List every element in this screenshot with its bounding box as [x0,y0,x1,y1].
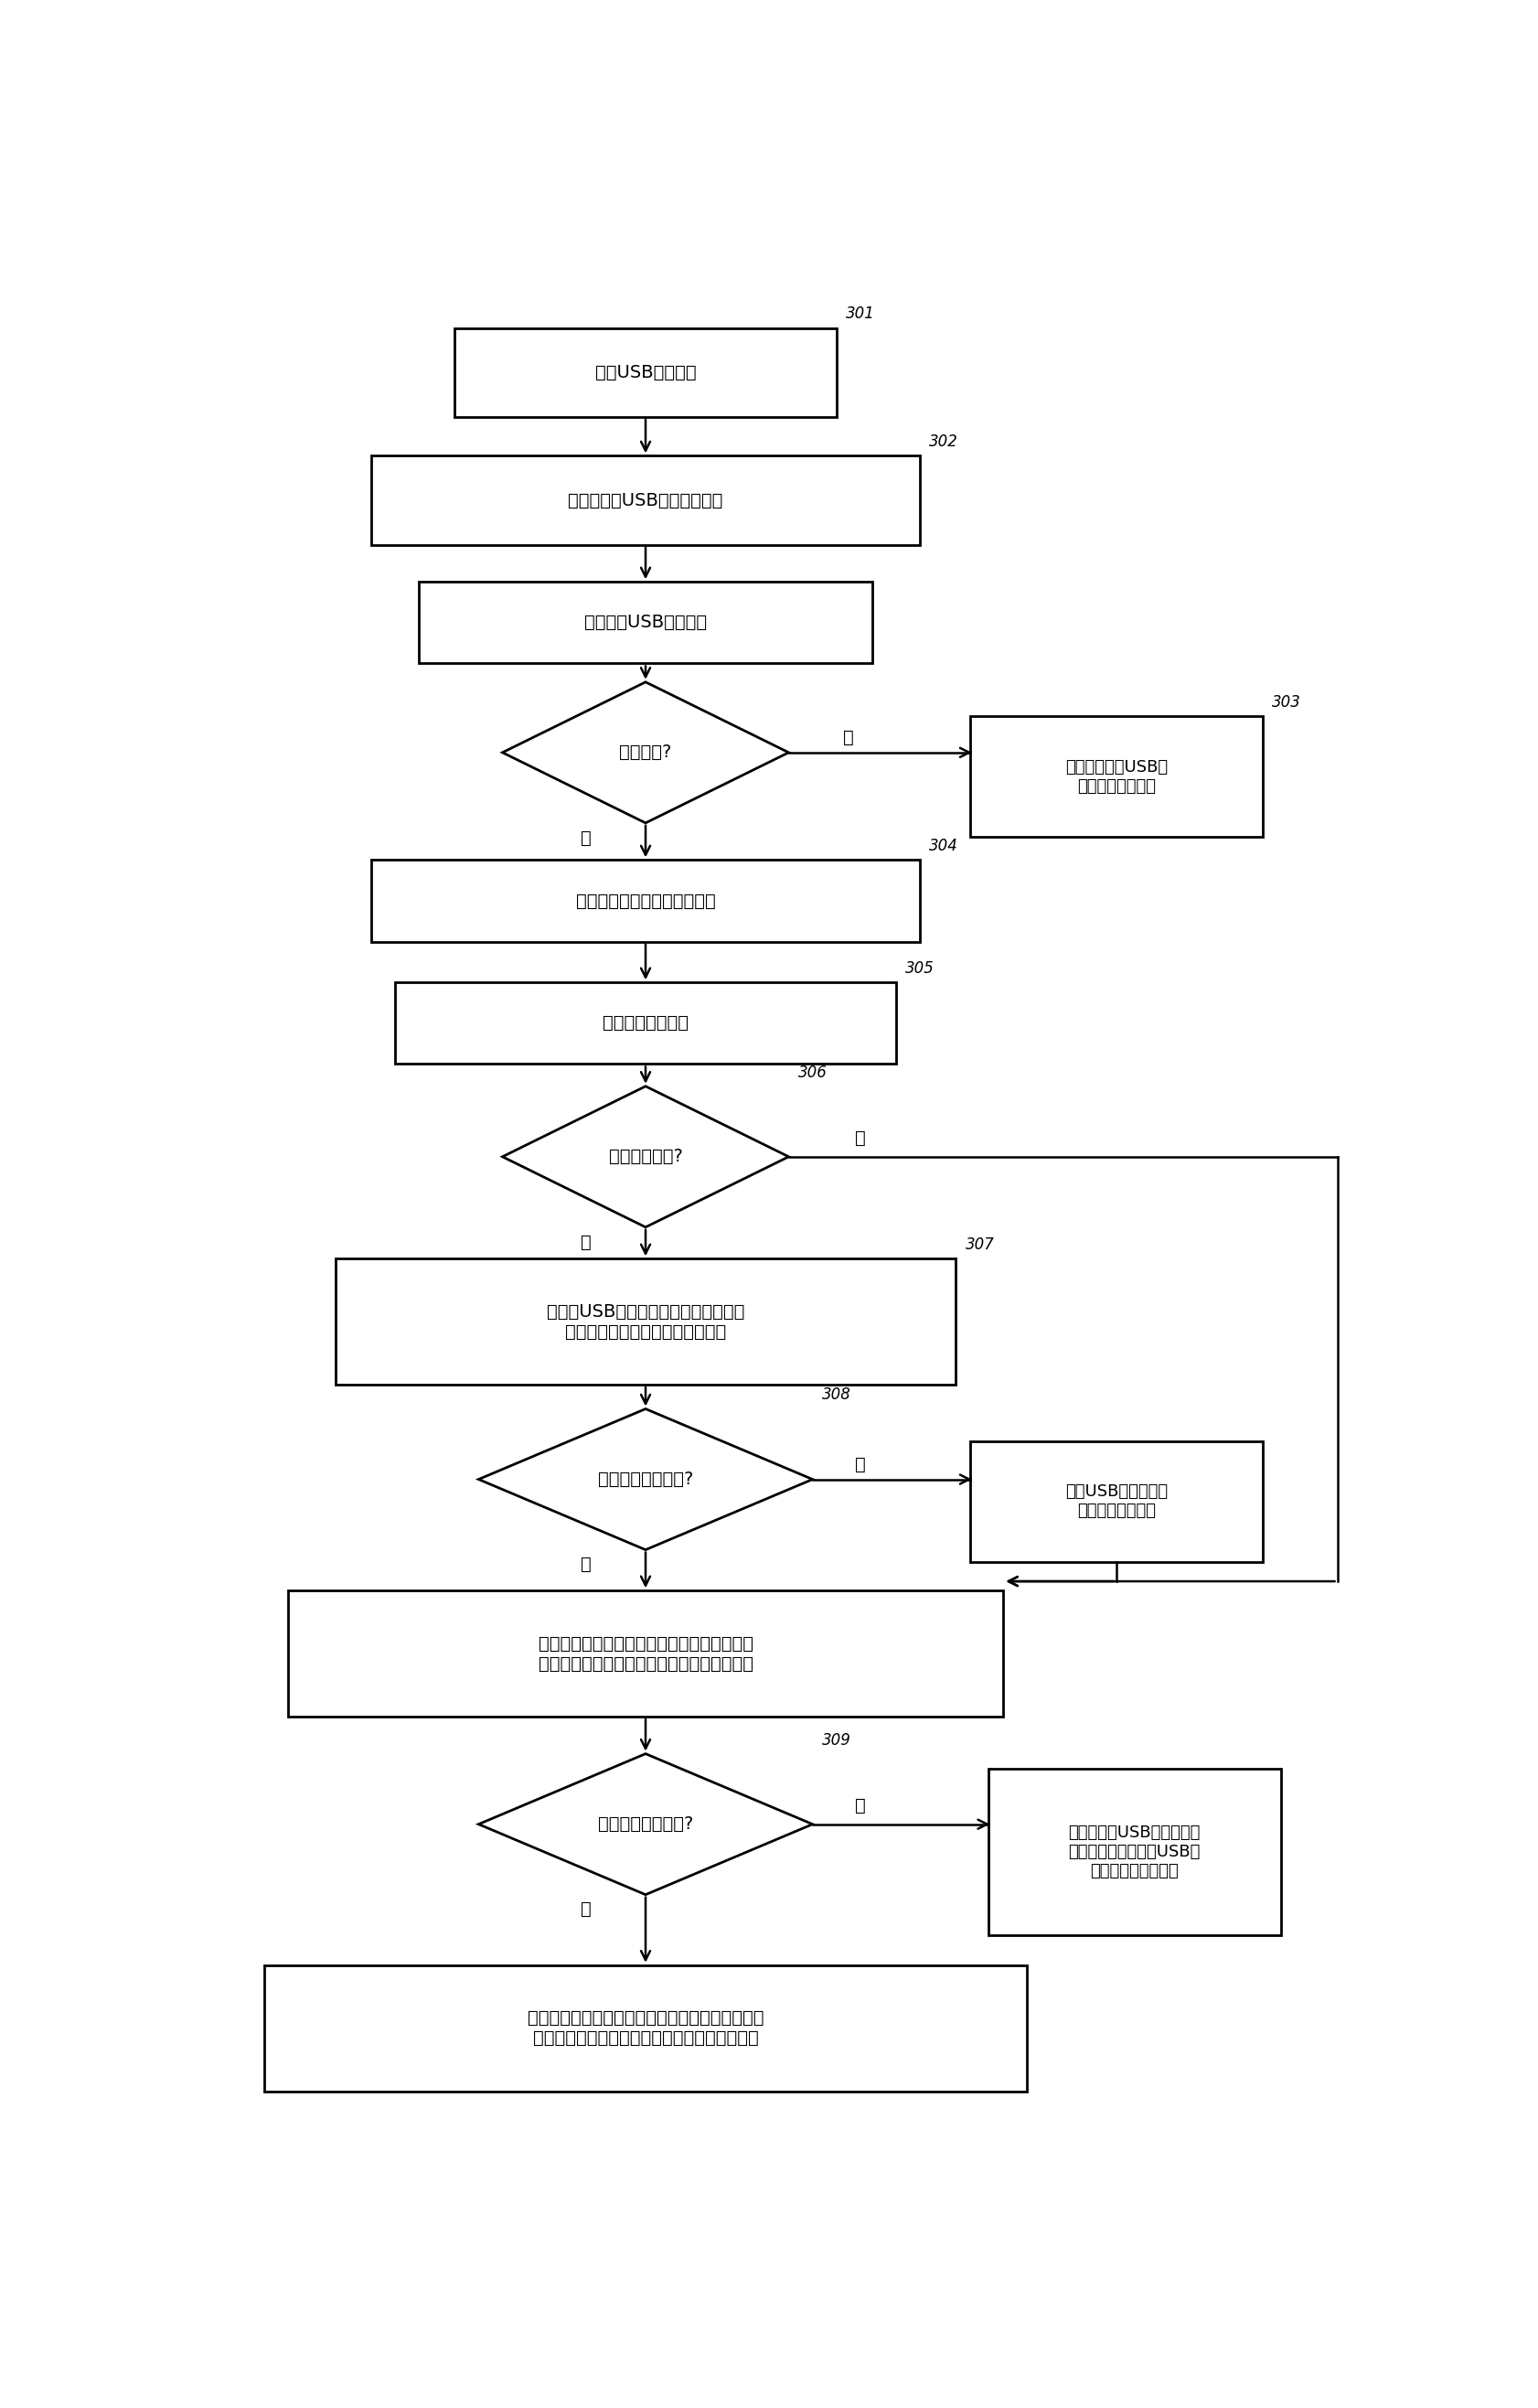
Bar [970,715,1263,838]
Polygon shape [478,1409,812,1551]
Text: 303: 303 [1272,694,1301,710]
Bar [987,1767,1280,1936]
Text: 302: 302 [929,433,958,450]
Bar [455,327,837,417]
Text: 308: 308 [821,1387,851,1404]
Bar [418,583,872,665]
Text: 否: 否 [843,730,854,746]
Text: 提示用户该USB存储设备挂
载失败，拒绝挂载该USB存
储设备，结束该流程: 提示用户该USB存储设备挂 载失败，拒绝挂载该USB存 储设备，结束该流程 [1067,1825,1200,1878]
Text: 是: 是 [580,1900,591,1919]
Text: 是: 是 [580,1233,591,1250]
Text: 提示挂载失败，发送询问消息: 提示挂载失败，发送询问消息 [575,891,715,910]
Bar [371,860,920,942]
Text: 301: 301 [846,306,875,323]
Text: 向用户发送携带询问是否需要强制挂载的第二
询问消息，接收用户返回的第二询问响应消息: 向用户发送携带询问是否需要强制挂载的第二 询问消息，接收用户返回的第二询问响应消… [538,1635,752,1674]
Text: 内核检测到USB存储设备插入: 内核检测到USB存储设备插入 [568,491,723,508]
Text: 306: 306 [798,1064,827,1081]
Bar [970,1442,1263,1563]
Text: 执行强制挂载操作，向用户发送正在强制挂载的信
息，并在挂载成功后，向用户发送挂载成功信息: 执行强制挂载操作，向用户发送正在强制挂载的信 息，并在挂载成功后，向用户发送挂载… [528,2008,763,2047]
Text: 挂载失败?: 挂载失败? [618,744,672,761]
Text: 307: 307 [964,1238,994,1252]
Bar [395,982,895,1064]
Text: 305: 305 [904,961,934,978]
Text: 成功修复错误数据?: 成功修复错误数据? [597,1471,694,1488]
Text: 否: 否 [580,1556,591,1572]
Bar [335,1259,955,1385]
Bar [371,455,920,544]
Text: 是: 是 [855,1457,864,1474]
Text: 304: 304 [929,838,958,855]
Text: 否: 否 [855,1796,864,1813]
Polygon shape [501,681,787,824]
Text: 否: 否 [855,1129,864,1146]
Text: 建立机顶盒与USB存
储设备的通信连接: 建立机顶盒与USB存 储设备的通信连接 [1064,759,1167,795]
Text: 启动对USB存储设备的检测及错误数据
修复流程，并向用户发送检测消息: 启动对USB存储设备的检测及错误数据 修复流程，并向用户发送检测消息 [546,1303,744,1341]
Text: 建立USB存储设备与
机顶盒的通信连接: 建立USB存储设备与 机顶盒的通信连接 [1064,1483,1167,1519]
Text: 是: 是 [580,828,591,848]
Text: 返回询问响应消息: 返回询问响应消息 [603,1014,687,1033]
Bar [288,1592,1003,1717]
Text: 驱动挂载USB存储设备: 驱动挂载USB存储设备 [584,614,706,631]
Text: 插入USB存储设备: 插入USB存储设备 [595,364,695,380]
Bar [265,1965,1026,2090]
Polygon shape [478,1753,812,1895]
Polygon shape [501,1086,787,1228]
Text: 包含强制挂载信息?: 包含强制挂载信息? [597,1816,694,1832]
Text: 309: 309 [821,1731,851,1748]
Text: 包含检测信息?: 包含检测信息? [608,1149,683,1165]
